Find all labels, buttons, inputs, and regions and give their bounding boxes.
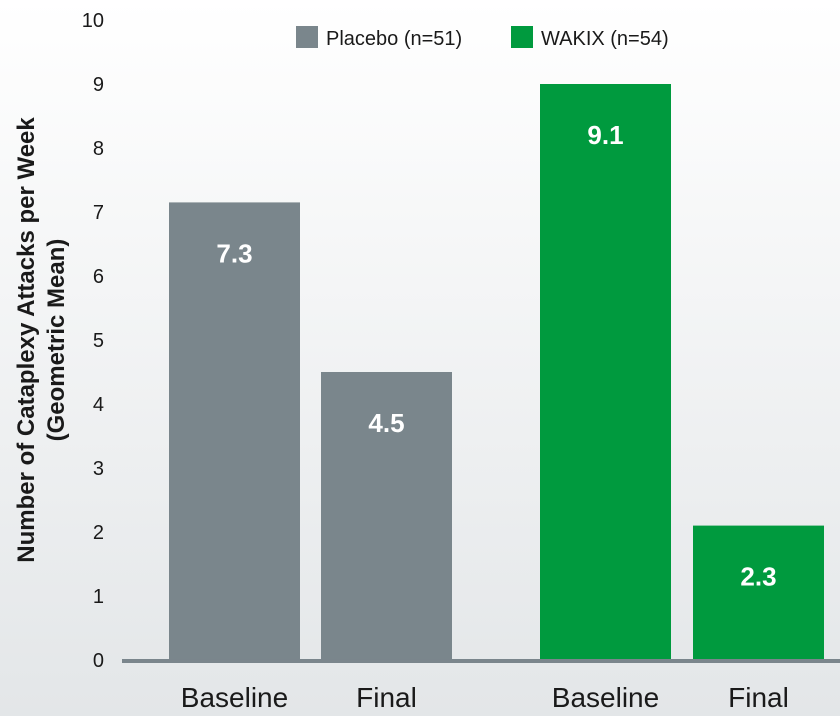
bar-data-label: 2.3 [740, 562, 776, 592]
y-tick-label: 10 [82, 10, 104, 32]
bar-wakix-final [693, 525, 824, 660]
x-tick-label: Final [728, 682, 789, 713]
y-axis-title-line: Number of Cataplexy Attacks per Week [13, 117, 40, 563]
legend-label: WAKIX (n=54) [541, 28, 669, 50]
bar-wakix-baseline [540, 84, 671, 660]
y-tick-label: 9 [93, 74, 104, 96]
x-tick-label: Baseline [181, 682, 288, 713]
y-tick-label: 5 [93, 330, 104, 352]
y-tick-label: 4 [93, 394, 104, 416]
y-tick-label: 7 [93, 202, 104, 224]
bar-data-label: 9.1 [587, 120, 623, 150]
legend-label: Placebo (n=51) [326, 28, 462, 50]
bar-placebo-baseline [169, 202, 300, 660]
x-axis-line [122, 659, 840, 663]
y-tick-label: 6 [93, 266, 104, 288]
axes: 0 1 2 3 4 5 6 7 8 9 10 [82, 10, 840, 672]
y-tick-label: 3 [93, 458, 104, 480]
y-tick-label: 8 [93, 138, 104, 160]
y-tick-label: 0 [93, 650, 104, 672]
x-tick-label: Baseline [552, 682, 659, 713]
legend: Placebo (n=51) WAKIX (n=54) [296, 26, 669, 50]
y-axis-title: Number of Cataplexy Attacks per Week (Geo… [13, 117, 70, 563]
y-tick-label: 1 [93, 586, 104, 608]
legend-swatch [296, 26, 318, 48]
y-tick-label: 2 [93, 522, 104, 544]
bars: 7.3 Baseline 4.5 Final 9.1 Baseline 2.3 Final [169, 84, 824, 713]
y-axis-title-line: (Geometric Mean) [43, 239, 70, 442]
bar-placebo-final [321, 372, 452, 660]
bar-data-label: 4.5 [368, 408, 404, 438]
legend-swatch [511, 26, 533, 48]
bar-data-label: 7.3 [216, 238, 252, 268]
x-tick-label: Final [356, 682, 417, 713]
